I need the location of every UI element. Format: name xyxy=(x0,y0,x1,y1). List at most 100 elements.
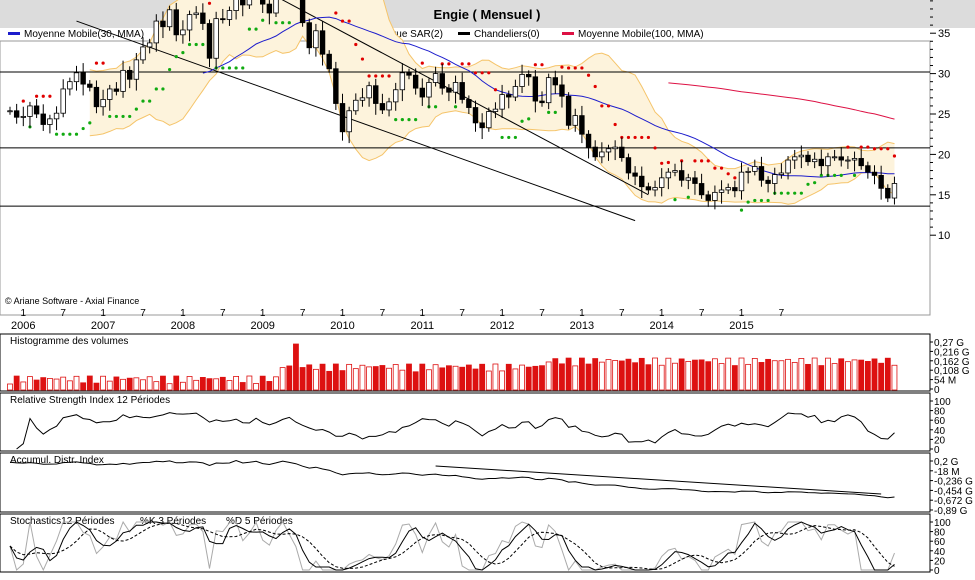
x-axis-year-label: 2012 xyxy=(490,320,514,332)
candle-body xyxy=(665,171,672,179)
volume-bar xyxy=(798,358,805,391)
x-axis-month-label: 1 xyxy=(579,308,585,319)
sar-dot-above xyxy=(533,63,537,67)
volume-title: Histogramme des volumes xyxy=(10,336,128,347)
candle-body xyxy=(605,148,612,153)
candle-body xyxy=(313,30,319,49)
sar-dot-below xyxy=(234,66,238,70)
volume-bar xyxy=(818,365,825,391)
volume-bar xyxy=(80,382,87,391)
volume-bar xyxy=(140,379,146,391)
trend-line xyxy=(76,20,636,222)
sar-dot-below xyxy=(753,198,757,203)
candle-body xyxy=(685,177,691,181)
volume-bar xyxy=(219,376,226,391)
price-axis-label: 10 xyxy=(938,230,950,242)
volume-bar xyxy=(751,358,758,391)
volume-bar xyxy=(878,362,885,391)
sar-dot-above xyxy=(354,42,358,47)
candle-body xyxy=(412,74,419,89)
volume-bar xyxy=(565,357,572,391)
volume-bar xyxy=(120,378,126,391)
sar-dot-above xyxy=(560,65,564,69)
candle-body xyxy=(838,156,844,161)
sar-dot-below xyxy=(527,117,531,121)
sar-dot-below xyxy=(739,208,744,212)
sar-dot-below xyxy=(852,173,857,178)
sar-dot-below xyxy=(434,105,438,109)
volume-bar xyxy=(864,361,871,391)
bollinger-lower-line xyxy=(89,35,895,205)
volume-bar xyxy=(352,368,359,391)
sar-dot-above xyxy=(101,61,105,65)
candle-body xyxy=(512,86,519,98)
sar-dot-above xyxy=(866,145,870,149)
volume-bar xyxy=(126,377,133,391)
sar-dot-above xyxy=(892,154,897,158)
candle-body xyxy=(559,84,565,97)
sar-dot-above xyxy=(41,94,45,98)
volume-bar xyxy=(738,357,745,391)
sar-dot-below xyxy=(520,119,524,123)
candle-body xyxy=(186,14,193,31)
volume-bar xyxy=(618,360,625,391)
x-axis-year-label: 2015 xyxy=(729,320,753,332)
candle-body xyxy=(545,77,552,104)
volume-bar xyxy=(233,376,240,391)
sar-dot-below xyxy=(227,66,232,70)
volume-bar xyxy=(399,369,406,391)
candle-body xyxy=(718,189,725,193)
candle-body xyxy=(107,88,113,100)
volume-bar xyxy=(93,382,100,391)
candle-body xyxy=(7,110,13,113)
adi-title: Accumul. Distr. Index xyxy=(10,455,104,466)
volume-bar xyxy=(884,357,891,391)
candle-body xyxy=(379,103,386,111)
candle-body xyxy=(406,72,412,76)
rsi-frame xyxy=(0,392,931,452)
sar-dot-below xyxy=(128,114,132,119)
candle-body xyxy=(506,94,512,98)
sar-dot-below xyxy=(261,18,265,22)
volume-frame xyxy=(0,333,931,392)
volume-axis-label: 54 M xyxy=(934,376,956,387)
candle-body xyxy=(153,20,159,44)
volume-bar xyxy=(459,366,466,391)
candle-body xyxy=(845,159,851,162)
candle-body xyxy=(439,73,445,89)
sar-dot-below xyxy=(793,191,797,195)
candle-body xyxy=(299,0,306,24)
candle-body xyxy=(639,175,645,188)
stoch-d-line xyxy=(9,522,895,571)
sar-dot-below xyxy=(54,132,59,136)
sar-dot-below xyxy=(407,118,411,122)
sar-dot-above xyxy=(347,19,351,23)
candle-body xyxy=(432,73,439,83)
stoch-axis-label: 80 xyxy=(934,528,946,539)
candle-body xyxy=(233,0,239,11)
volume-bar xyxy=(339,370,346,391)
candle-body xyxy=(891,183,898,199)
volume-bar xyxy=(771,360,778,391)
volume-bar xyxy=(253,383,259,391)
sar-dot-below xyxy=(68,132,72,136)
candle-body xyxy=(672,170,678,173)
sar-dot-below xyxy=(121,114,125,119)
candle-body xyxy=(100,99,106,108)
price-axis-label: 25 xyxy=(938,109,950,121)
candle-body xyxy=(745,170,751,173)
x-axis-month-label: 1 xyxy=(739,308,745,319)
volume-bar xyxy=(146,376,153,391)
sar-dot-below xyxy=(61,132,65,136)
volume-bar xyxy=(419,363,426,391)
sar-dot-below xyxy=(194,42,198,47)
volume-bar xyxy=(685,361,692,391)
stoch-axis-label: 40 xyxy=(934,547,946,558)
x-axis-year-label: 2006 xyxy=(11,320,35,332)
x-axis-month-label: 1 xyxy=(499,308,505,319)
sar-dot-above xyxy=(94,61,99,65)
rsi-panel: Relative Strength Index 12 Périodes 10080… xyxy=(0,392,951,456)
volume-bar xyxy=(439,367,446,391)
adi-frame xyxy=(0,452,931,513)
volume-bar xyxy=(279,367,286,391)
